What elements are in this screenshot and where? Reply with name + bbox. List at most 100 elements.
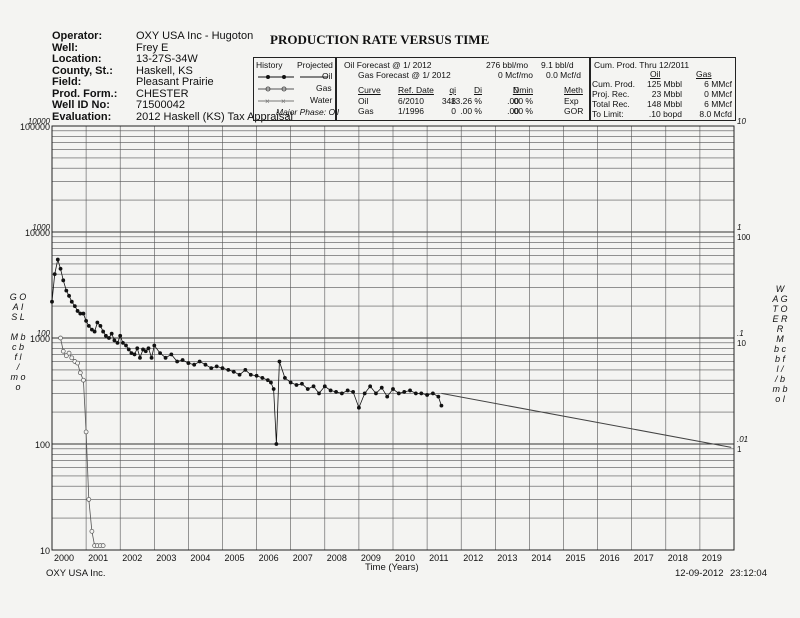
cum-row-gas: 8.0 Mcfd — [699, 109, 732, 119]
x-tick-label: 2019 — [702, 553, 722, 563]
data-point-oil — [237, 372, 242, 377]
data-point-gas — [77, 370, 83, 376]
left-axis-label-line: m o — [10, 372, 26, 382]
data-point-oil — [214, 364, 219, 369]
data-point-oil — [101, 329, 106, 334]
left-axis-label-line: o — [15, 382, 21, 392]
header-field-value: 71500042 — [136, 99, 185, 111]
left-axis-label-line — [6, 322, 30, 332]
forecast-col-header: N — [512, 85, 519, 95]
data-point-oil — [283, 376, 287, 380]
data-point-gas — [86, 497, 92, 502]
header-field-value: Pleasant Prairie — [136, 76, 214, 88]
right-outer-tick-label: .1 — [737, 329, 744, 338]
data-point-oil — [132, 352, 137, 357]
cum-row-gas: 6 MMcf — [704, 79, 732, 89]
data-point-oil — [197, 359, 202, 364]
right-axis-label-line: M — [776, 334, 784, 344]
data-point-oil — [92, 329, 97, 334]
header-field-value: Frey E — [136, 41, 169, 54]
x-tick-label: 2003 — [156, 553, 176, 563]
x-tick-label: 2008 — [327, 553, 347, 563]
data-point-gas — [60, 348, 66, 354]
cum-row-gas: 0 MMcf — [704, 89, 732, 99]
data-point-oil — [425, 393, 429, 397]
left-axis-label-line: G O — [9, 292, 27, 302]
header-field-label: Location: — [52, 53, 102, 65]
legend-oil: Oil — [322, 71, 333, 81]
data-point-oil — [271, 387, 276, 391]
data-point-oil — [385, 394, 390, 399]
cum-col-gas: Gas — [696, 69, 712, 79]
forecast-cell: .00 — [507, 106, 519, 116]
forecast-cell: 0 — [451, 106, 456, 116]
data-point-oil — [158, 351, 162, 356]
data-point-oil — [269, 380, 273, 385]
forecast-cell: .00 — [507, 96, 519, 106]
x-tick-label: 2006 — [259, 553, 279, 563]
header-field-value: 13-27S-34W — [136, 53, 198, 65]
forecast-col-header: Curve — [358, 85, 381, 95]
data-point-oil — [124, 343, 128, 348]
data-point-oil — [52, 272, 57, 277]
cum-row-label: To Limit: — [592, 109, 624, 119]
legend-lines: × × — [258, 75, 328, 106]
data-point-oil — [135, 346, 140, 351]
forecast-cell: 13.26 % — [450, 96, 482, 106]
data-point-oil — [374, 391, 378, 396]
gas-forecast-label: Gas Forecast @ 1/ 2012 — [358, 70, 451, 80]
left-outer-tick-label: 100000 — [20, 122, 50, 132]
header-field-label: Well: — [52, 41, 79, 54]
forecast-box: Oil Forecast @ 1/ 2012 276 bbl/mo 9.1 bb… — [335, 57, 591, 121]
gas-forecast-mo: 0 Mcf/mo — [498, 70, 533, 80]
data-point-oil — [396, 391, 401, 396]
left-inner-tick-label: 10000 — [28, 117, 51, 126]
header-field-label: Evaluation: — [52, 110, 112, 123]
forecast-cell: .00 % — [511, 96, 533, 106]
data-point-oil — [334, 390, 338, 394]
data-point-oil — [163, 355, 168, 360]
left-inner-tick-label: 1000 — [32, 223, 50, 232]
x-tick-label: 2010 — [395, 553, 415, 563]
footer-date: 12-09-2012 — [675, 568, 724, 579]
right-inner-tick-label: 10 — [737, 339, 746, 348]
footer-time: 23:12:04 — [730, 568, 767, 579]
data-point-oil — [402, 390, 407, 394]
data-point-gas — [63, 353, 69, 359]
cum-row-oil: 23 Mbbl — [651, 89, 682, 99]
forecast-cell: Exp — [564, 96, 579, 106]
header-field-value: CHESTER — [136, 87, 189, 100]
right-axis-label-line: W — [775, 284, 785, 294]
data-point-oil — [430, 391, 435, 396]
right-axis-label-line: A G — [772, 294, 788, 304]
right-axis-label-line: o l — [775, 394, 785, 404]
x-tick-label: 2002 — [122, 553, 142, 563]
oil-forecast-mo: 276 bbl/mo — [486, 60, 529, 70]
header-field-label: Operator: — [52, 30, 103, 42]
data-point-oil — [55, 257, 60, 262]
data-point-oil — [192, 362, 197, 367]
data-point-oil — [69, 299, 74, 304]
forecast-cell: 348 — [441, 96, 456, 106]
legend-projected: Projected — [297, 60, 333, 70]
data-point-oil — [277, 359, 282, 364]
forecast-col-header: Meth — [564, 85, 583, 95]
data-point-oil — [339, 391, 344, 396]
cum-col-oil: Oil — [650, 69, 661, 79]
data-point-oil — [81, 311, 86, 316]
data-point-gas — [75, 360, 80, 366]
right-outer-tick-label: 10 — [737, 117, 746, 126]
data-point-oil — [126, 347, 131, 352]
right-axis-label-line: T O — [772, 304, 788, 314]
cum-row-gas: 6 MMcf — [704, 99, 732, 109]
data-point-oil — [103, 333, 108, 338]
data-point-oil — [67, 293, 71, 298]
legend-gas: Gas — [316, 83, 332, 93]
left-outer-tick-label: 1000 — [30, 334, 50, 344]
forecast-col-header: Ref. Date — [398, 85, 434, 95]
oil-forecast-d: 9.1 bbl/d — [541, 60, 574, 70]
x-tick-label: 2011 — [429, 553, 448, 563]
cum-row-label: Cum. Prod. — [592, 79, 635, 89]
